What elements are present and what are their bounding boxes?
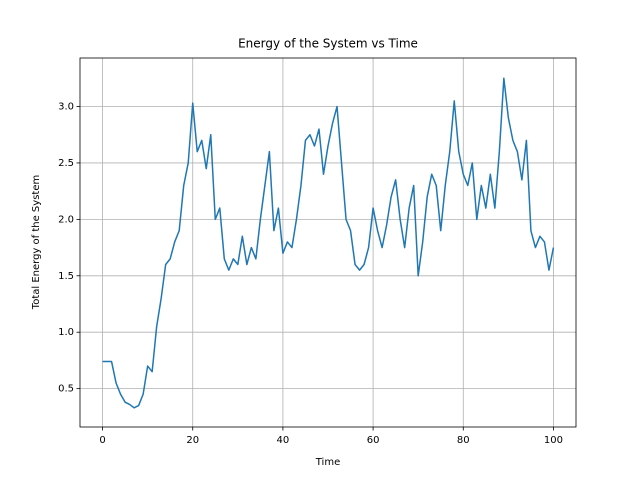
x-tick-label: 0 — [99, 435, 105, 446]
plot-frame — [79, 57, 577, 428]
data-line — [102, 77, 555, 409]
y-axis-label: Total Energy of the System — [31, 175, 42, 310]
x-axis-label: Time — [315, 457, 340, 468]
x-tick-label: 20 — [186, 435, 199, 446]
y-tick-label: 3.0 — [58, 102, 74, 113]
y-tick-label: 2.5 — [58, 158, 74, 169]
chart-title: Energy of the System vs Time — [238, 37, 418, 51]
y-tick-label: 2.0 — [58, 214, 74, 225]
x-tick-label: 100 — [544, 435, 563, 446]
x-tick-label: 60 — [367, 435, 380, 446]
y-tick-label: 0.5 — [58, 384, 74, 395]
y-tick-label: 1.5 — [58, 271, 74, 282]
x-tick-label: 40 — [277, 435, 290, 446]
x-tick-label: 80 — [457, 435, 470, 446]
y-tick-label: 1.0 — [58, 327, 74, 338]
